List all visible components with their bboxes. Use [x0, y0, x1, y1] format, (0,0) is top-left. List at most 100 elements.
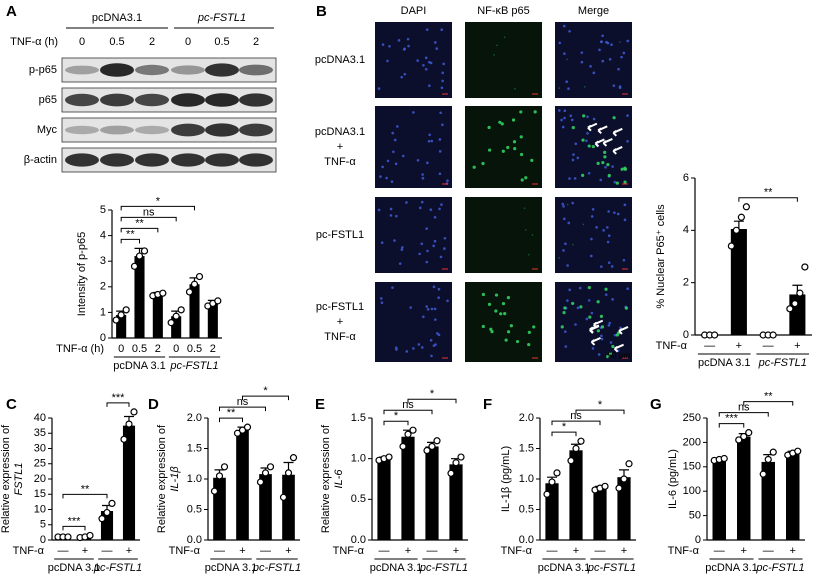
lane-axis-label: TNF-α (h)	[10, 36, 58, 48]
p65-signal	[619, 41, 621, 43]
data-point	[548, 478, 556, 486]
y-axis-label: % Nuclear P65⁺ cells	[655, 204, 667, 309]
data-point	[794, 447, 802, 455]
significance-bracket	[738, 197, 798, 202]
lane-label: 0.5	[109, 36, 124, 48]
nucleus	[435, 47, 439, 50]
blot-band	[65, 65, 99, 75]
y-tick-label: 2.0	[187, 412, 202, 424]
data-point	[190, 280, 199, 288]
nucleus	[396, 125, 399, 128]
nucleus	[430, 139, 434, 143]
nucleus	[590, 237, 593, 241]
data-point	[433, 437, 441, 445]
nucleus	[402, 48, 406, 51]
p65-signal	[519, 135, 523, 139]
nucleus	[604, 293, 608, 296]
p65-signal	[599, 314, 604, 319]
nucleus	[618, 86, 622, 90]
nucleus	[438, 207, 441, 211]
p65-signal	[624, 306, 628, 310]
p65-signal	[513, 147, 517, 151]
nucleus	[381, 43, 385, 46]
data-point	[625, 460, 633, 468]
row-label: pc-FSTL1	[316, 301, 364, 313]
p65-signal	[524, 229, 527, 231]
data-point	[732, 226, 740, 234]
nucleus	[418, 252, 421, 256]
data-point	[117, 311, 125, 319]
p65-signal	[558, 87, 561, 89]
nucleus	[416, 158, 420, 162]
nucleus	[600, 334, 603, 338]
nucleus	[391, 286, 394, 289]
column-header: DAPI	[401, 5, 427, 17]
nucleus	[392, 150, 395, 154]
significance-bracket	[120, 238, 140, 244]
blot-band	[239, 93, 273, 107]
blot-band	[171, 153, 205, 167]
arrow	[602, 137, 613, 147]
row-label: pcDNA3.1	[315, 54, 365, 66]
bar	[545, 483, 559, 540]
bar	[134, 256, 145, 338]
blot-band	[135, 153, 169, 167]
nucleus	[425, 305, 429, 308]
nucleus	[566, 299, 569, 302]
group-label: pc-FSTL1	[169, 360, 218, 372]
nucleus	[616, 212, 620, 216]
nucleus	[407, 44, 410, 48]
nucleus	[563, 52, 566, 55]
significance-bracket	[219, 406, 266, 412]
significance-label: **	[227, 407, 236, 419]
nucleus	[562, 249, 565, 252]
nucleus	[426, 161, 429, 165]
nucleus	[418, 206, 422, 210]
nucleus	[389, 207, 393, 211]
x-tick-label: —	[547, 545, 558, 557]
p65-signal	[501, 149, 505, 153]
nucleus	[610, 265, 614, 268]
p65-signal	[596, 329, 600, 333]
significance-label: **	[126, 228, 135, 240]
nucleus	[425, 227, 428, 230]
blot-band	[205, 93, 239, 107]
significance-bracket	[120, 227, 159, 233]
blot-band	[100, 93, 134, 107]
nucleus	[574, 142, 578, 146]
significance-label: **	[764, 187, 773, 199]
bar	[425, 446, 439, 540]
p65-signal	[524, 176, 528, 180]
nucleus	[610, 43, 613, 47]
x-axis-label: TNF-α	[169, 545, 201, 557]
significance-bracket	[383, 420, 409, 426]
nucleus	[573, 177, 577, 180]
nucleus	[380, 241, 384, 245]
y-tick-label: 0.0	[187, 534, 202, 546]
x-axis-label: TNF-α	[501, 545, 533, 557]
data-point	[791, 300, 799, 308]
nucleus	[600, 265, 603, 268]
nucleus	[568, 177, 571, 180]
nucleus	[436, 332, 439, 335]
x-tick-label: +	[621, 545, 627, 557]
p65-signal	[481, 324, 485, 329]
p65-signal	[620, 167, 624, 171]
p65-signal	[530, 158, 534, 162]
arrow	[589, 324, 600, 334]
nucleus	[446, 179, 449, 182]
nucleus	[420, 200, 424, 204]
column-header: Merge	[578, 5, 609, 17]
bar	[152, 294, 163, 338]
p65-signal	[490, 330, 494, 334]
nucleus	[443, 236, 447, 240]
nucleus	[561, 125, 565, 129]
p65-signal	[527, 330, 531, 334]
x-tick-label: 0	[173, 343, 179, 355]
data-point	[112, 316, 120, 324]
nucleus	[564, 345, 568, 348]
nucleus	[613, 333, 617, 337]
bar	[593, 488, 607, 540]
significance-bracket	[718, 423, 745, 428]
nucleus	[565, 80, 568, 84]
